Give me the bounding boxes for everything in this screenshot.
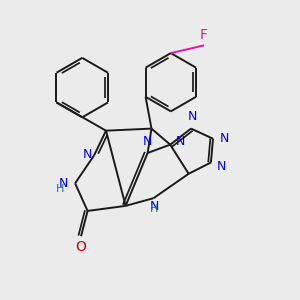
Text: N: N [220,132,229,145]
Text: N: N [176,135,185,148]
Text: N: N [216,160,226,172]
Text: O: O [76,240,86,254]
Text: N: N [143,135,152,148]
Text: N: N [188,110,197,123]
Text: N: N [149,200,159,213]
Text: N: N [83,148,92,161]
Text: H: H [150,204,158,214]
Text: H: H [56,184,64,194]
Text: N: N [58,177,68,190]
Text: F: F [200,28,208,42]
